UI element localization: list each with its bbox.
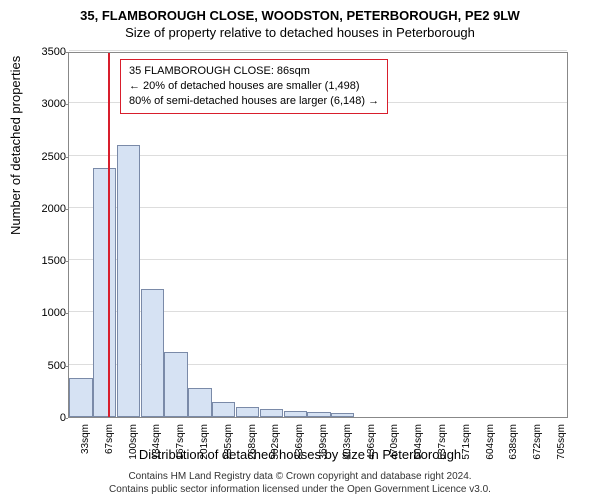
gridline [69, 259, 567, 260]
footer-line-1: Contains HM Land Registry data © Crown c… [0, 470, 600, 483]
x-axis-label: Distribution of detached houses by size … [0, 447, 600, 462]
info-box: 35 FLAMBOROUGH CLOSE: 86sqm← 20% of deta… [120, 59, 388, 114]
y-tick-label: 3500 [26, 46, 66, 58]
y-tick-mark [64, 418, 68, 419]
y-tick-mark [64, 261, 68, 262]
histogram-bar [284, 411, 307, 417]
info-box-line: 35 FLAMBOROUGH CLOSE: 86sqm [129, 64, 379, 79]
info-box-line: ← 20% of detached houses are smaller (1,… [129, 79, 379, 94]
y-tick-label: 1000 [26, 307, 66, 319]
gridline [69, 155, 567, 156]
y-tick-label: 2500 [26, 151, 66, 163]
gridline [69, 50, 567, 51]
histogram-bar [236, 407, 259, 417]
y-tick-label: 0 [26, 412, 66, 424]
footer-attribution: Contains HM Land Registry data © Crown c… [0, 470, 600, 496]
footer-line-2: Contains public sector information licen… [0, 483, 600, 496]
histogram-bar [307, 412, 330, 417]
histogram-bar [164, 352, 187, 417]
y-tick-mark [64, 104, 68, 105]
histogram-bar [141, 289, 164, 417]
histogram-bar [188, 388, 211, 417]
chart-title-main: 35, FLAMBOROUGH CLOSE, WOODSTON, PETERBO… [0, 0, 600, 23]
y-tick-mark [64, 366, 68, 367]
property-marker-line [108, 53, 110, 417]
gridline [69, 207, 567, 208]
y-axis-label: Number of detached properties [8, 56, 23, 235]
y-tick-mark [64, 313, 68, 314]
chart-title-sub: Size of property relative to detached ho… [0, 23, 600, 40]
y-tick-label: 500 [26, 360, 66, 372]
y-tick-label: 2000 [26, 203, 66, 215]
histogram-bar [212, 402, 235, 417]
histogram-bar [117, 145, 140, 417]
y-tick-label: 3000 [26, 98, 66, 110]
y-tick-mark [64, 209, 68, 210]
y-tick-mark [64, 52, 68, 53]
histogram-bar [69, 378, 92, 417]
y-tick-mark [64, 157, 68, 158]
plot-area: 35 FLAMBOROUGH CLOSE: 86sqm← 20% of deta… [68, 52, 568, 418]
histogram-bar [331, 413, 354, 417]
histogram-bar [93, 168, 116, 417]
y-tick-label: 1500 [26, 255, 66, 267]
histogram-bar [260, 409, 283, 417]
info-box-line: 80% of semi-detached houses are larger (… [129, 94, 379, 109]
